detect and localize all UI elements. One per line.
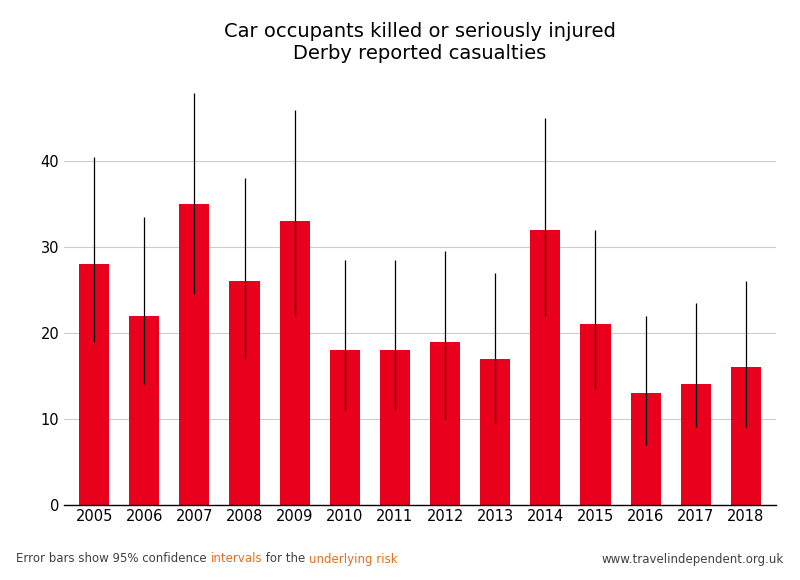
- Text: www.travelindependent.org.uk: www.travelindependent.org.uk: [602, 553, 784, 566]
- Bar: [530, 230, 560, 505]
- Text: underlying risk: underlying risk: [309, 553, 398, 566]
- Bar: [230, 281, 259, 505]
- Title: Car occupants killed or seriously injured
Derby reported casualties: Car occupants killed or seriously injure…: [224, 21, 616, 63]
- Bar: [129, 316, 159, 505]
- Text: intervals: intervals: [210, 553, 262, 566]
- Bar: [731, 367, 761, 505]
- Text: for the: for the: [262, 553, 309, 566]
- Bar: [179, 204, 210, 505]
- Bar: [380, 350, 410, 505]
- Bar: [79, 264, 109, 505]
- Bar: [681, 385, 711, 505]
- Text: Error bars show 95% confidence: Error bars show 95% confidence: [16, 553, 210, 566]
- Bar: [430, 342, 460, 505]
- Bar: [480, 358, 510, 505]
- Bar: [581, 324, 610, 505]
- Bar: [330, 350, 360, 505]
- Bar: [280, 222, 310, 505]
- Bar: [630, 393, 661, 505]
